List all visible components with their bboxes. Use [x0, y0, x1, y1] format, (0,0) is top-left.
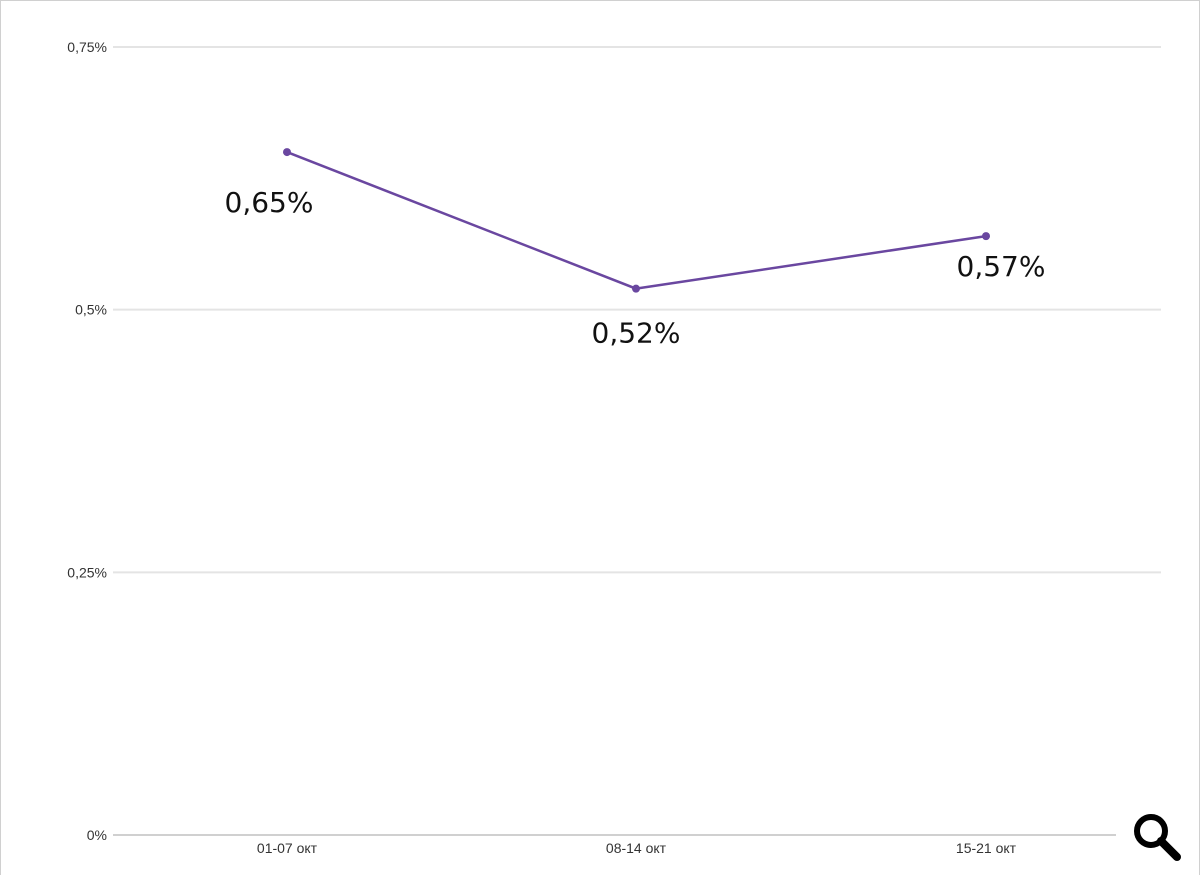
- data-label: 0,57%: [957, 250, 1046, 283]
- data-labels: 0,65% 0,52% 0,57%: [225, 186, 1046, 350]
- zoom-magnifier-icon[interactable]: [1129, 809, 1185, 865]
- data-point[interactable]: [982, 232, 990, 241]
- data-label: 0,52%: [592, 317, 681, 350]
- y-tick-label: 0,75%: [67, 39, 107, 55]
- x-tick-label: 01-07 окт: [257, 840, 318, 856]
- y-axis-tick-labels: 0% 0,25% 0,5% 0,75%: [67, 39, 107, 843]
- x-axis-tick-labels: 01-07 окт 08-14 окт 15-21 окт: [257, 840, 1017, 856]
- magnifier-icon: [1134, 814, 1181, 861]
- y-tick-label: 0,25%: [67, 564, 107, 580]
- data-point[interactable]: [283, 148, 291, 157]
- data-label: 0,65%: [225, 186, 314, 219]
- y-tick-label: 0%: [87, 827, 107, 843]
- y-tick-label: 0,5%: [75, 302, 107, 318]
- x-tick-label: 08-14 окт: [606, 840, 667, 856]
- x-tick-label: 15-21 окт: [956, 840, 1017, 856]
- series-group: [283, 148, 990, 293]
- data-point[interactable]: [632, 284, 640, 293]
- series-line: [286, 150, 987, 290]
- grid-lines: [113, 46, 1161, 836]
